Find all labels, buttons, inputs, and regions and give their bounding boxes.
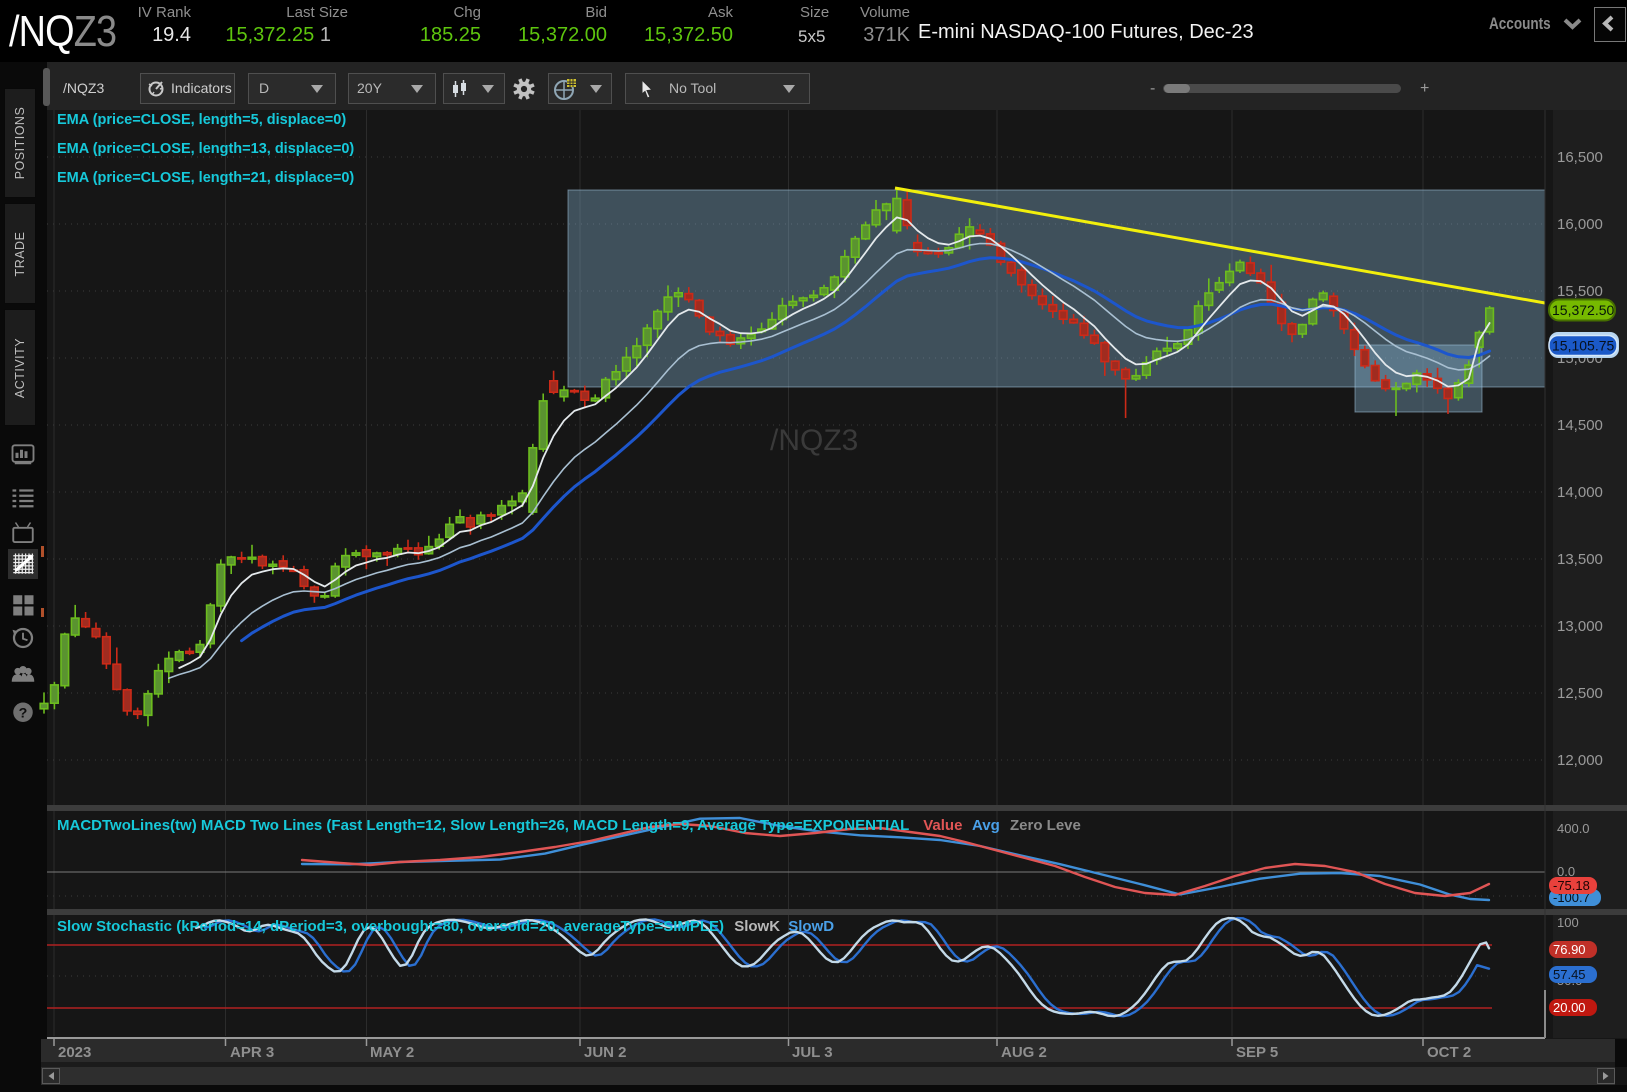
svg-text:/NQZ3: /NQZ3 (770, 424, 858, 457)
svg-text:2023: 2023 (58, 1044, 91, 1061)
svg-text:EMA (price=CLOSE, length=5, di: EMA (price=CLOSE, length=5, displace=0) (57, 112, 346, 128)
svg-text:16,500: 16,500 (1557, 149, 1603, 166)
svg-text:Slow Stochastic (kPeriod=14, d: Slow Stochastic (kPeriod=14, dPeriod=3, … (57, 918, 834, 935)
svg-text:MAY 2: MAY 2 (370, 1044, 414, 1061)
svg-text:57.45: 57.45 (1553, 967, 1586, 982)
svg-text:-75.18: -75.18 (1553, 878, 1590, 893)
svg-text:20.00: 20.00 (1553, 1000, 1586, 1015)
svg-text:JUN 2: JUN 2 (584, 1044, 627, 1061)
svg-text:MACDTwoLines(tw) MACD Two Line: MACDTwoLines(tw) MACD Two Lines (Fast Le… (57, 817, 1081, 834)
svg-text:0.0: 0.0 (1557, 864, 1575, 879)
svg-text:?: ? (19, 706, 28, 722)
svg-text:OCT 2: OCT 2 (1427, 1044, 1471, 1061)
svg-text:76.90: 76.90 (1553, 942, 1586, 957)
svg-text:EMA (price=CLOSE, length=13, d: EMA (price=CLOSE, length=13, displace=0) (57, 141, 354, 157)
svg-text:SEP 5: SEP 5 (1236, 1044, 1278, 1061)
svg-text:AUG 2: AUG 2 (1001, 1044, 1047, 1061)
svg-text:EMA (price=CLOSE, length=21, d: EMA (price=CLOSE, length=21, displace=0) (57, 170, 354, 186)
svg-text:16,000: 16,000 (1557, 216, 1603, 233)
svg-text:100: 100 (1557, 915, 1579, 930)
svg-text:12,000: 12,000 (1557, 752, 1603, 769)
svg-text:13,500: 13,500 (1557, 551, 1603, 568)
svg-text:15,500: 15,500 (1557, 283, 1603, 300)
svg-text:13,000: 13,000 (1557, 618, 1603, 635)
svg-text:15,372.50: 15,372.50 (1552, 302, 1614, 318)
svg-text:14,500: 14,500 (1557, 417, 1603, 434)
svg-text:12,500: 12,500 (1557, 685, 1603, 702)
svg-text:APR 3: APR 3 (230, 1044, 274, 1061)
svg-text:400.0: 400.0 (1557, 821, 1590, 836)
svg-text:JUL 3: JUL 3 (792, 1044, 833, 1061)
svg-text:14,000: 14,000 (1557, 484, 1603, 501)
svg-text:15,105.75: 15,105.75 (1552, 338, 1614, 354)
